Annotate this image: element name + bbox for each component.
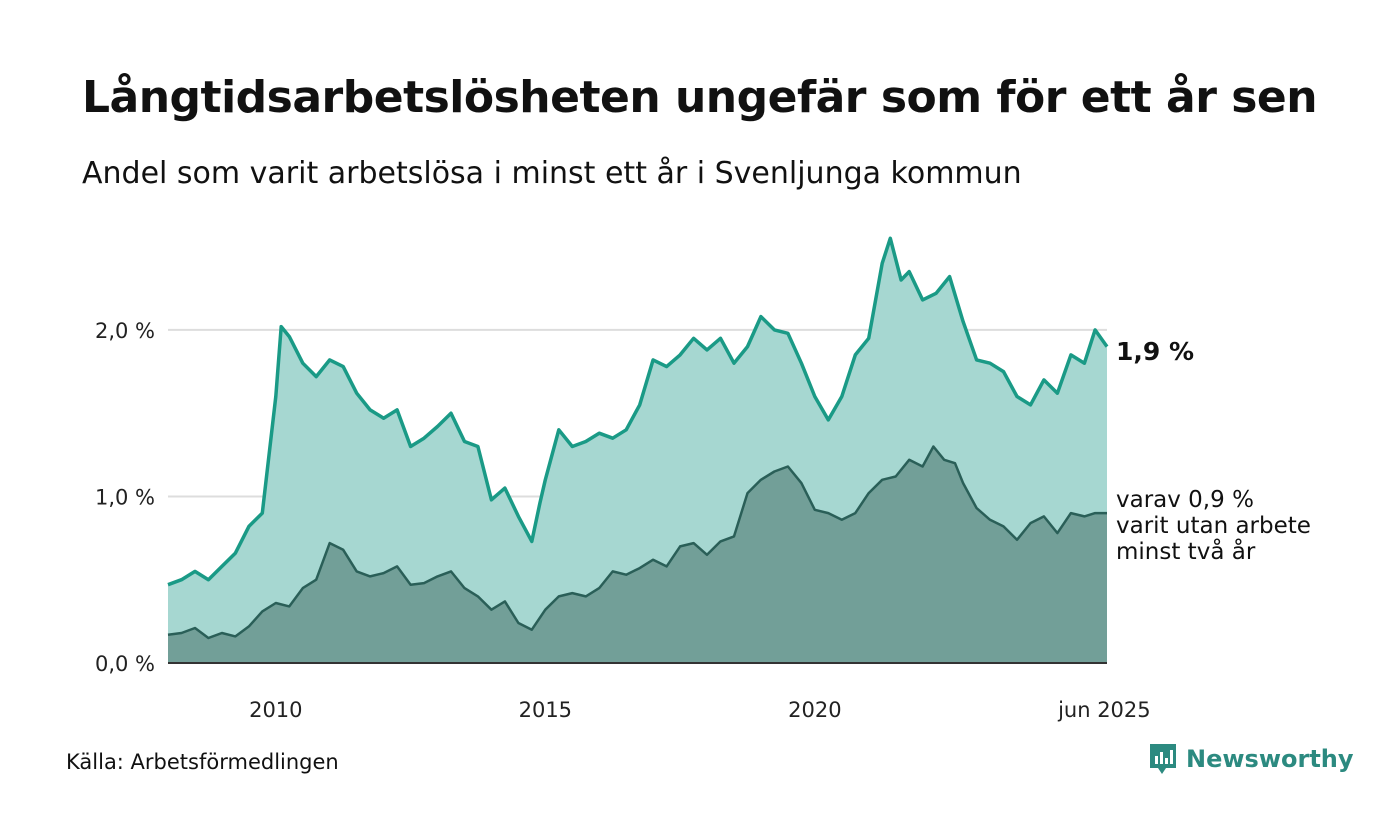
y-tick-label: 0,0 % xyxy=(95,652,155,676)
newsworthy-logo-icon xyxy=(1150,744,1176,774)
x-tick-label: 2010 xyxy=(249,698,302,722)
y-axis-ticks: 0,0 % 1,0 % 2,0 % xyxy=(95,319,155,676)
y-tick-label: 2,0 % xyxy=(95,319,155,343)
brand-name: Newsworthy xyxy=(1186,745,1354,773)
end-label-series-1: 1,9 % xyxy=(1116,337,1194,366)
source-note: Källa: Arbetsförmedlingen xyxy=(66,750,339,774)
x-axis-ticks: 2010 2015 2020 jun 2025 xyxy=(249,698,1151,722)
x-tick-label: jun 2025 xyxy=(1057,698,1151,722)
y-tick-label: 1,0 % xyxy=(95,485,155,509)
line-series-2-years xyxy=(167,445,1107,640)
end-label-line: minst två år xyxy=(1116,537,1256,565)
x-tick-label: 2015 xyxy=(519,698,572,722)
chart-title: Långtidsarbetslösheten ungefär som för e… xyxy=(82,72,1318,123)
area-series-2-years xyxy=(168,446,1107,663)
x-tick-label: 2020 xyxy=(788,698,841,722)
end-label-line: varav 0,9 % xyxy=(1116,487,1254,513)
end-label-line: varit utan arbete xyxy=(1116,513,1311,539)
brand-logo: Newsworthy xyxy=(1148,742,1354,776)
line-series-1-year xyxy=(167,236,1109,587)
chart-subtitle: Andel som varit arbetslösa i minst ett å… xyxy=(82,156,1022,191)
